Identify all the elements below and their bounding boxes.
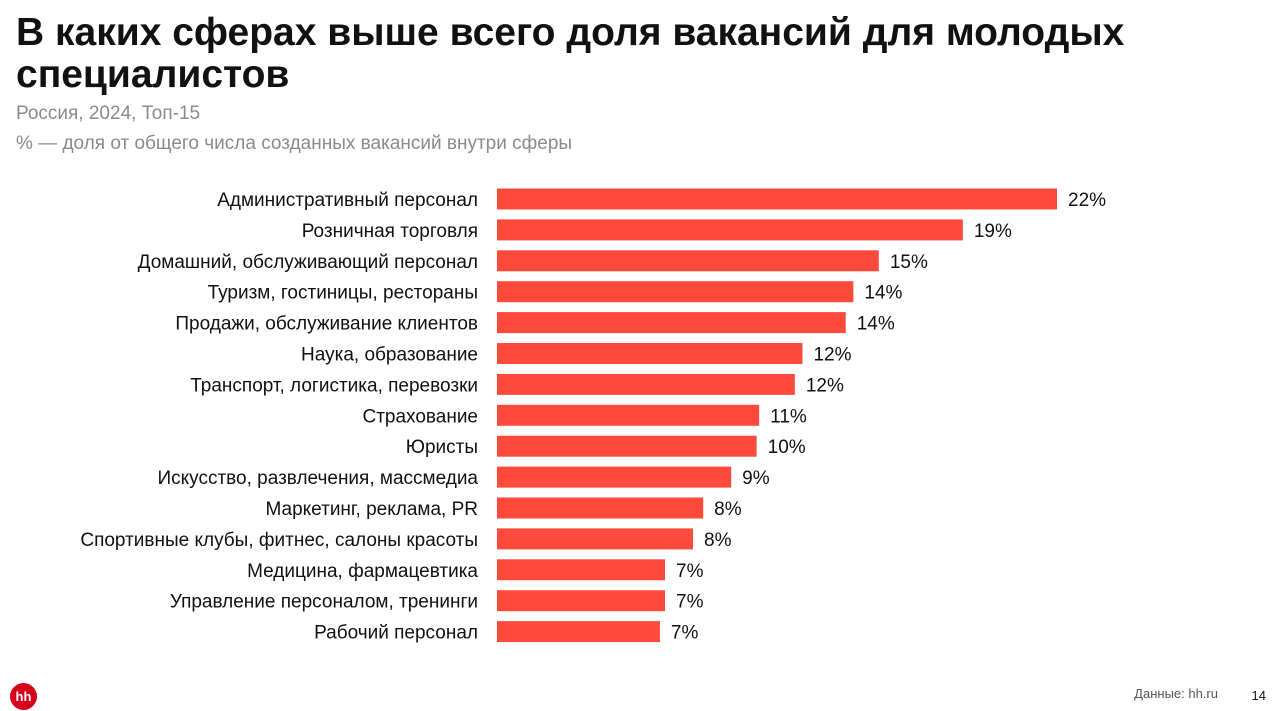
bar — [497, 466, 732, 488]
value-label: 14% — [864, 283, 902, 304]
category-label: Домашний, обслуживающий персонал — [138, 252, 478, 273]
category-label: Розничная торговля — [302, 221, 478, 242]
bar — [497, 343, 803, 364]
category-label: Медицина, фармацевтика — [247, 561, 478, 582]
category-label: Административный персонал — [217, 190, 478, 211]
value-label: 12% — [806, 375, 844, 396]
source-note: Данные: hh.ru — [1134, 686, 1218, 701]
value-label: 19% — [974, 221, 1012, 242]
value-label: 10% — [768, 437, 806, 458]
bar — [497, 590, 665, 612]
value-label: 9% — [742, 468, 770, 489]
value-label: 8% — [714, 499, 742, 520]
bar — [497, 404, 760, 426]
value-label: 12% — [813, 345, 851, 366]
value-label: 7% — [671, 623, 699, 644]
page-number: 14 — [1251, 688, 1266, 703]
category-label: Искусство, развлечения, массмедиа — [157, 468, 478, 489]
category-label: Рабочий персонал — [314, 623, 478, 644]
bar — [497, 621, 660, 643]
bar — [497, 528, 693, 550]
bar — [497, 250, 879, 272]
bar — [497, 219, 963, 241]
category-label: Транспорт, логистика, перевозки — [190, 375, 478, 396]
value-label: 7% — [676, 561, 704, 582]
value-label: 22% — [1068, 190, 1106, 211]
bar — [497, 373, 795, 395]
value-label: 14% — [857, 314, 895, 335]
value-label: 8% — [704, 530, 732, 551]
chart-unit-note: % — доля от общего числа созданных вакан… — [16, 133, 573, 154]
bar — [497, 435, 757, 457]
value-label: 15% — [890, 252, 928, 273]
category-label: Спортивные клубы, фитнес, салоны красоты — [80, 530, 478, 551]
category-label: Туризм, гостиницы, рестораны — [208, 283, 478, 304]
category-label: Управление персоналом, тренинги — [170, 592, 478, 613]
bar — [497, 188, 1057, 210]
category-label: Наука, образование — [301, 345, 478, 366]
bar — [497, 497, 704, 519]
chart-subtitle: Россия, 2024, Топ-15 — [16, 103, 201, 124]
value-label: 11% — [770, 406, 807, 427]
category-label: Маркетинг, реклама, PR — [265, 499, 478, 520]
bar — [497, 559, 665, 581]
bar — [497, 281, 854, 303]
hh-logo: hh — [10, 683, 37, 710]
value-label: 7% — [676, 592, 704, 613]
bar — [497, 312, 846, 334]
category-label: Страхование — [362, 406, 478, 427]
category-label: Юристы — [406, 437, 478, 458]
category-label: Продажи, обслуживание клиентов — [175, 314, 478, 335]
page-title: В каких сферах выше всего доля вакансий … — [16, 11, 1125, 96]
